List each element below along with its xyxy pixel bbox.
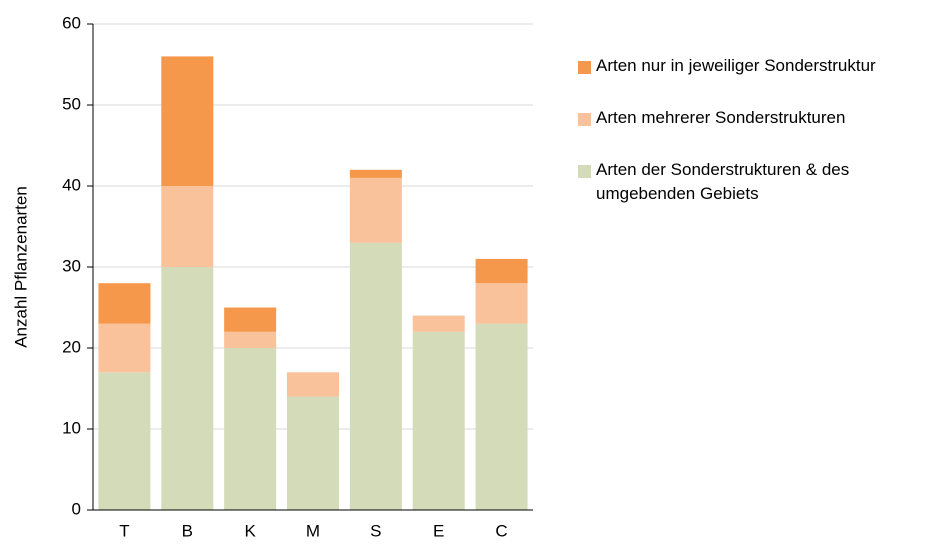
legend-swatch — [578, 113, 591, 126]
bar-segment — [224, 331, 277, 348]
y-tick-label: 50 — [62, 94, 81, 113]
bar-segment — [349, 242, 402, 510]
legend-entry: Arten mehrerer Sonderstrukturen — [578, 108, 923, 130]
bar-segment — [349, 177, 402, 243]
bar-segment — [161, 186, 214, 267]
legend-swatch — [578, 61, 591, 74]
x-tick-label: K — [244, 521, 256, 540]
x-tick-label: M — [306, 521, 320, 540]
legend: Arten nur in jeweiliger Sonderstruktur Ar… — [578, 56, 923, 238]
bar-segment — [287, 372, 339, 397]
y-tick-label: 20 — [62, 337, 81, 356]
bar-segment — [475, 323, 528, 510]
bar-segment — [349, 169, 402, 178]
legend-swatch — [578, 165, 591, 178]
bar-segment — [98, 372, 151, 510]
bar-segment — [224, 348, 277, 510]
legend-label: Arten nur in jeweiliger Sonderstruktur — [596, 56, 876, 75]
bar-segment — [224, 307, 277, 332]
x-tick-label: C — [495, 521, 507, 540]
legend-label: Arten der Sonderstrukturen & des umgeben… — [596, 160, 850, 203]
legend-entry: Arten der Sonderstrukturen & des umgeben… — [578, 160, 923, 206]
y-tick-label: 0 — [72, 499, 81, 518]
y-tick-label: 10 — [62, 418, 81, 437]
bar-segment — [475, 258, 528, 284]
bar-segment — [412, 315, 465, 332]
bar-segment — [412, 331, 465, 510]
bar-segment — [161, 267, 214, 510]
x-tick-label: B — [182, 521, 193, 540]
y-axis-label: Anzahl Pflanzenarten — [11, 186, 30, 348]
legend-entry: Arten nur in jeweiliger Sonderstruktur — [578, 56, 923, 78]
legend-label: Arten mehrerer Sonderstrukturen — [596, 108, 846, 127]
y-tick-label: 40 — [62, 175, 81, 194]
x-tick-label: T — [119, 521, 129, 540]
bar-segment — [98, 323, 151, 373]
bar-segment — [98, 283, 151, 324]
bar-segment — [161, 56, 214, 187]
y-tick-label: 30 — [62, 256, 81, 275]
bar-segment — [475, 283, 528, 324]
y-tick-label: 60 — [62, 13, 81, 32]
x-tick-label: E — [433, 521, 444, 540]
bar-segment — [287, 396, 339, 510]
x-tick-label: S — [370, 521, 381, 540]
